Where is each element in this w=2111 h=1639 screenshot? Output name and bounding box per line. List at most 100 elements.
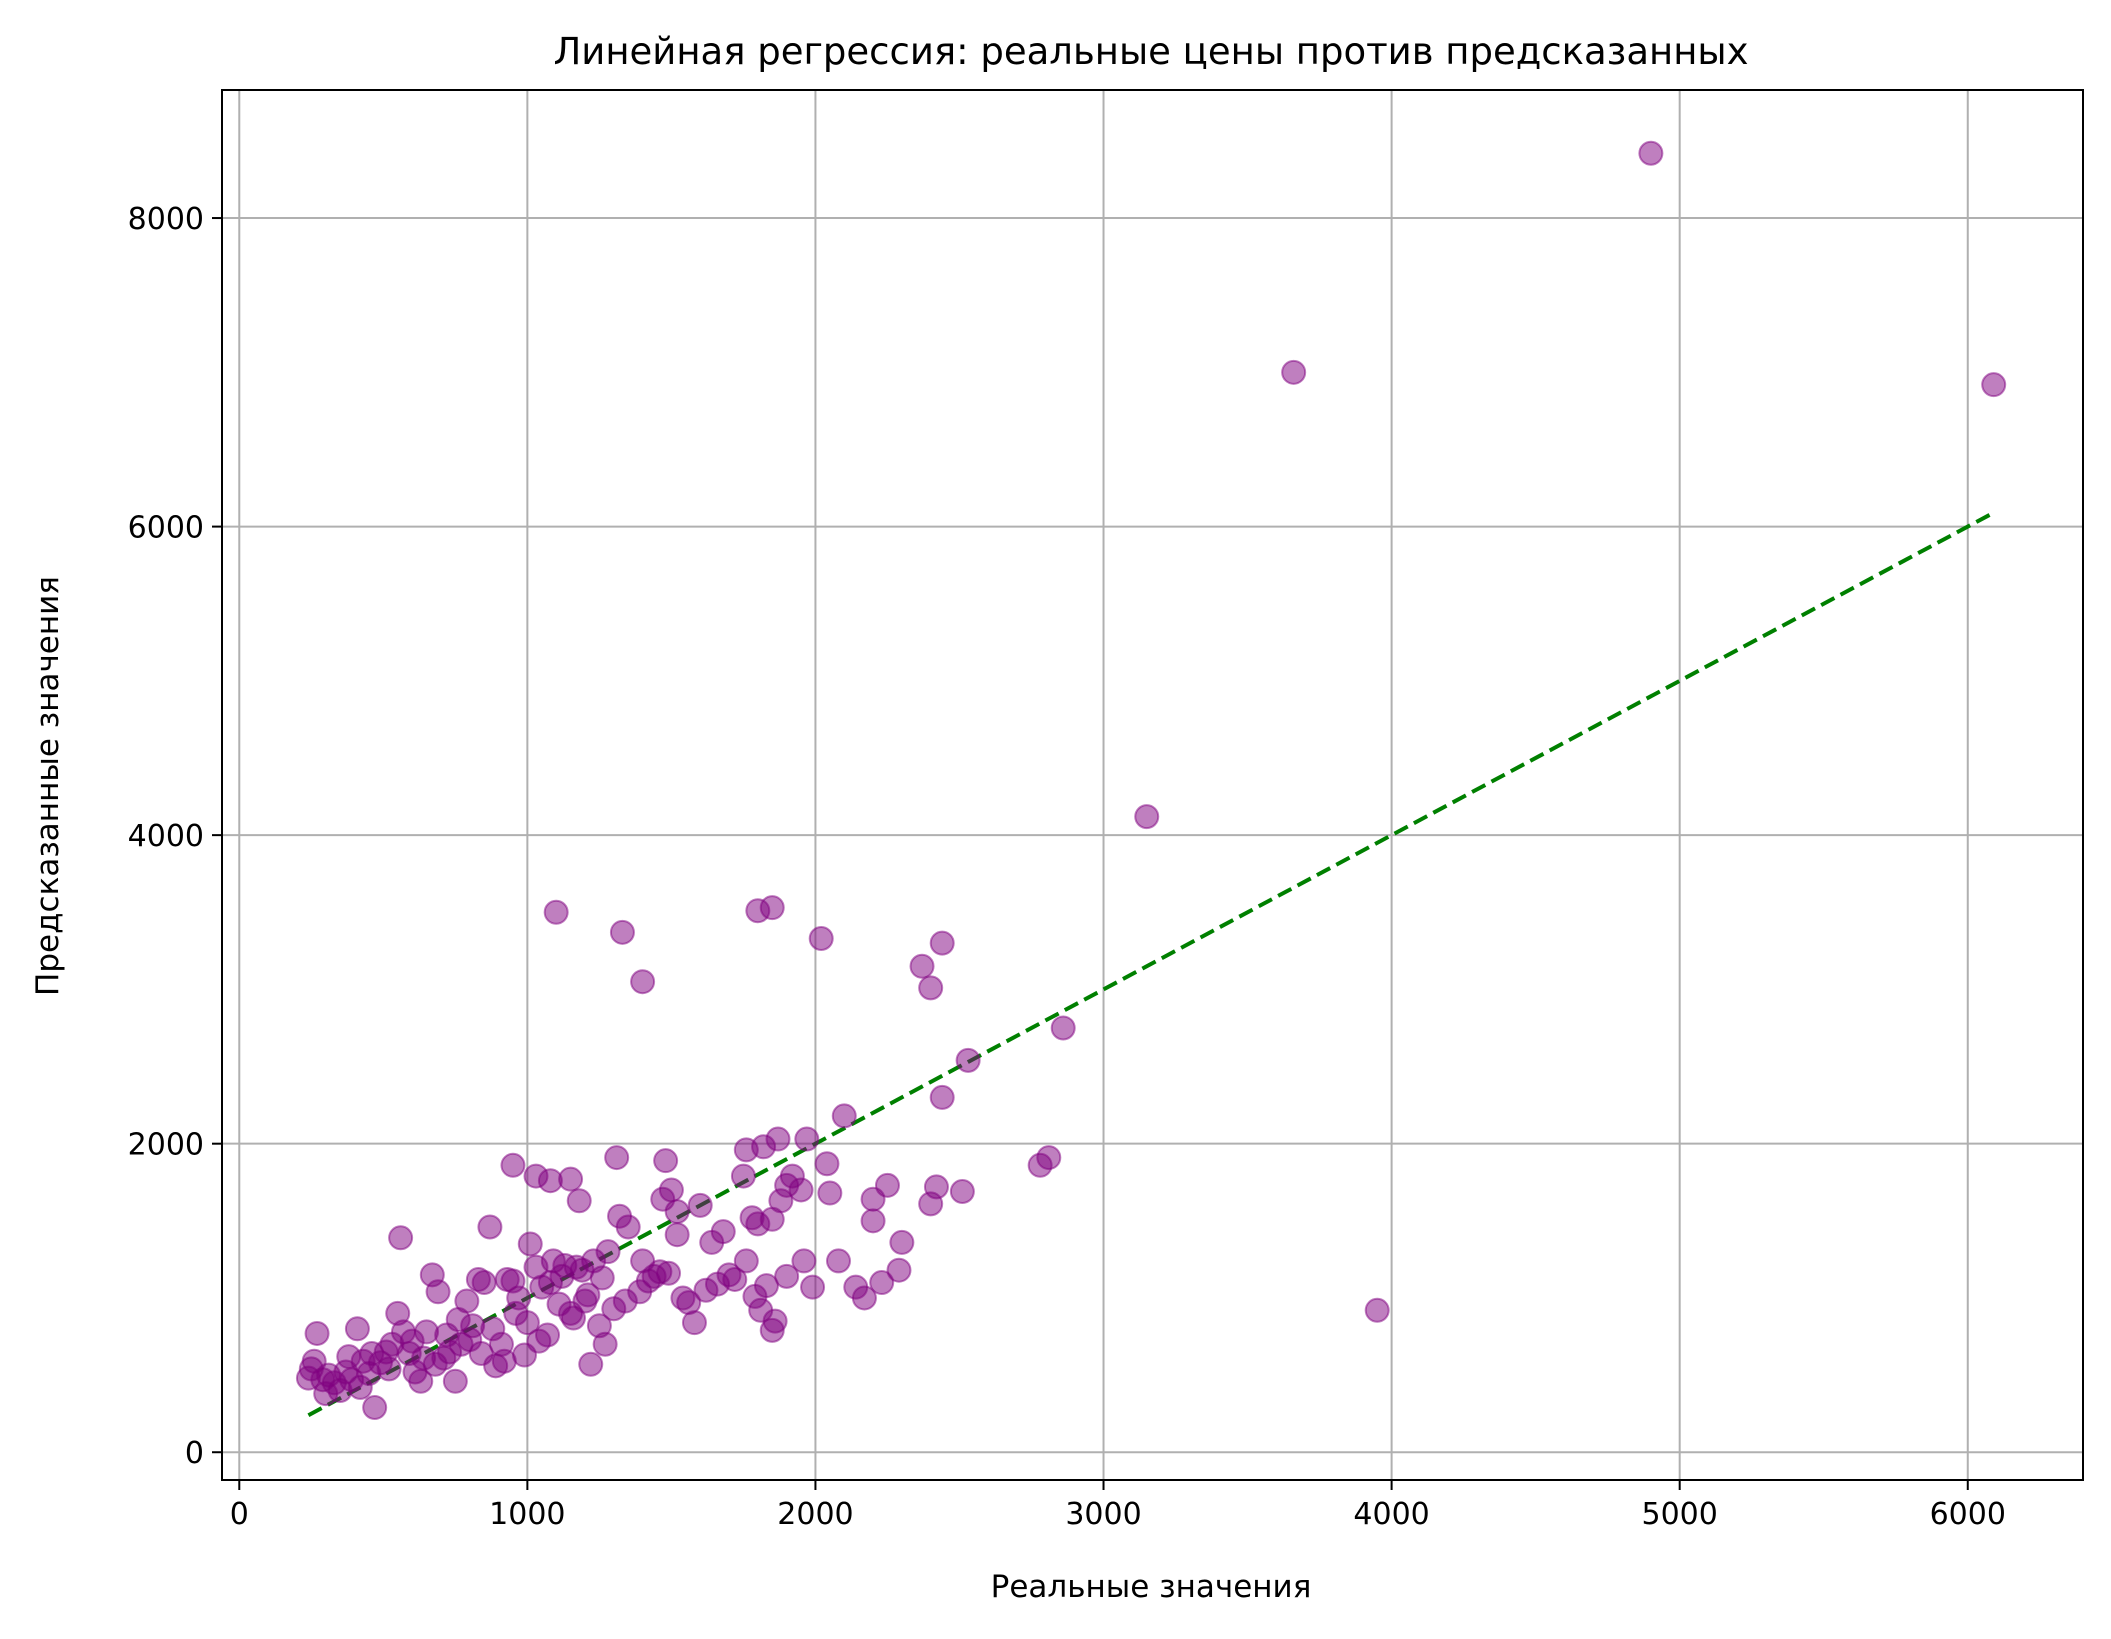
data-point-11 — [909, 953, 935, 979]
data-point-17 — [831, 1103, 857, 1129]
data-point-6 — [609, 919, 635, 945]
data-point-114 — [385, 1300, 411, 1326]
data-point-100 — [465, 1266, 491, 1292]
data-point-33 — [687, 1192, 713, 1218]
data-point-14 — [1050, 1015, 1076, 1041]
data-point-2 — [1981, 372, 2007, 398]
data-point-162 — [753, 1273, 779, 1299]
data-point-98 — [477, 1214, 503, 1240]
data-point-32 — [658, 1177, 684, 1203]
data-point-34 — [730, 1163, 756, 1189]
data-point-164 — [825, 1248, 851, 1274]
chart-title: Линейная регрессия: реальные цены против… — [553, 30, 1748, 73]
data-point-134 — [347, 1374, 373, 1400]
data-point-122 — [344, 1316, 370, 1342]
data-point-156 — [612, 1288, 638, 1314]
data-point-142 — [445, 1307, 471, 1333]
data-point-30 — [566, 1188, 592, 1214]
data-point-161 — [739, 1205, 765, 1231]
data-point-7 — [630, 969, 656, 995]
data-point-90 — [523, 1254, 549, 1280]
data-point-5 — [543, 899, 569, 925]
x-tick-label-6: 6000 — [1930, 1497, 2006, 1532]
data-point-132 — [295, 1365, 321, 1391]
data-point-19 — [1036, 1145, 1062, 1171]
data-point-43 — [874, 1172, 900, 1198]
x-axis-ticks: 0 1000 2000 3000 4000 5000 6000 — [230, 1480, 2006, 1532]
y-tick-label-2: 4000 — [128, 819, 204, 854]
x-tick-label-4: 4000 — [1353, 1497, 1429, 1532]
data-point-45 — [918, 1191, 944, 1217]
data-point-146 — [491, 1348, 517, 1374]
y-tick-label-3: 6000 — [128, 511, 204, 546]
data-point-115 — [388, 1225, 414, 1251]
data-point-49 — [886, 1257, 912, 1283]
data-point-10 — [808, 926, 834, 952]
data-point-15 — [955, 1047, 981, 1073]
data-point-53 — [800, 1274, 826, 1300]
y-tick-label-4: 8000 — [128, 202, 204, 237]
data-point-133 — [313, 1381, 339, 1407]
data-point-46 — [949, 1179, 975, 1205]
x-tick-label-5: 5000 — [1642, 1497, 1718, 1532]
y-axis-label: Предсказанные значения — [30, 576, 66, 996]
y-axis-ticks: 0 2000 4000 6000 8000 — [128, 202, 222, 1471]
data-point-135 — [336, 1344, 362, 1370]
data-point-64 — [693, 1277, 719, 1303]
data-point-163 — [779, 1163, 805, 1189]
data-point-159 — [699, 1229, 725, 1255]
data-point-151 — [549, 1263, 575, 1289]
data-point-136 — [359, 1340, 385, 1366]
data-point-40 — [814, 1151, 840, 1177]
data-point-152 — [560, 1305, 586, 1331]
data-point-153 — [572, 1288, 598, 1314]
data-point-47 — [860, 1208, 886, 1234]
data-point-67 — [670, 1285, 696, 1311]
data-point-52 — [851, 1285, 877, 1311]
plot-frame — [221, 89, 2084, 1481]
data-point-24 — [604, 1145, 630, 1171]
data-point-95 — [494, 1266, 520, 1292]
data-point-160 — [722, 1266, 748, 1292]
data-point-137 — [376, 1356, 402, 1382]
data-point-75 — [607, 1203, 633, 1229]
data-point-0 — [1638, 140, 1664, 166]
data-point-41 — [817, 1180, 843, 1206]
data-point-29 — [558, 1166, 584, 1192]
data-point-25 — [653, 1148, 679, 1174]
data-point-119 — [362, 1394, 388, 1420]
data-point-144 — [468, 1340, 494, 1366]
data-point-3 — [1134, 804, 1160, 830]
grid-lines — [222, 90, 2083, 1480]
x-tick-label-0: 0 — [230, 1497, 249, 1532]
data-point-154 — [578, 1351, 604, 1377]
data-point-157 — [635, 1268, 661, 1294]
data-point-55 — [774, 1263, 800, 1289]
data-point-148 — [514, 1310, 540, 1336]
data-point-50 — [869, 1270, 895, 1296]
x-tick-label-3: 3000 — [1065, 1497, 1141, 1532]
data-point-108 — [419, 1262, 445, 1288]
x-tick-label-2: 2000 — [777, 1497, 853, 1532]
data-point-13 — [929, 930, 955, 956]
data-point-4 — [1364, 1297, 1390, 1323]
data-point-79 — [586, 1313, 612, 1339]
data-point-57 — [759, 1317, 785, 1343]
data-point-129 — [304, 1320, 330, 1346]
y-tick-label-1: 2000 — [128, 1128, 204, 1163]
data-point-26 — [500, 1152, 526, 1178]
data-point-23 — [751, 1134, 777, 1160]
data-point-9 — [759, 895, 785, 921]
data-point-68 — [664, 1222, 690, 1248]
data-points — [295, 140, 2007, 1420]
data-point-12 — [918, 975, 944, 1001]
data-point-91 — [517, 1231, 543, 1257]
data-point-138 — [399, 1328, 425, 1354]
data-point-20 — [794, 1126, 820, 1152]
data-point-145 — [480, 1316, 506, 1342]
data-point-104 — [442, 1368, 468, 1394]
data-point-158 — [664, 1199, 690, 1225]
data-point-155 — [589, 1265, 615, 1291]
